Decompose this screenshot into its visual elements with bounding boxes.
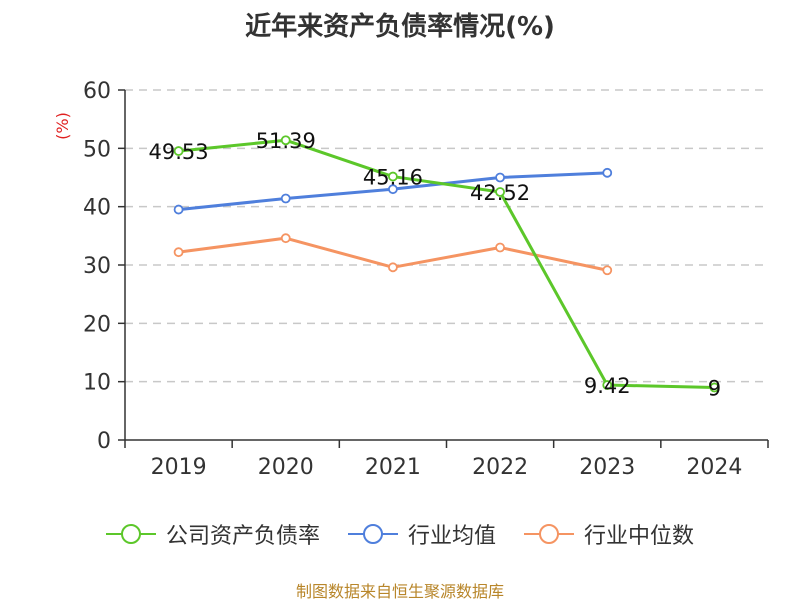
data-point-series-2[interactable] <box>388 262 398 273</box>
y-tick-label: 0 <box>97 429 111 454</box>
legend-marker-industry-median <box>524 523 574 545</box>
y-tick-label: 40 <box>83 196 111 221</box>
x-tick-label: 2022 <box>472 455 528 480</box>
data-point-series-2[interactable] <box>173 247 184 258</box>
x-tick-label: 2023 <box>579 455 635 480</box>
y-axis-unit-label: (%) <box>53 112 72 140</box>
data-label-company: 9 <box>708 377 721 401</box>
data-point-series-1[interactable] <box>495 172 505 183</box>
legend-label-industry-average: 行业均值 <box>407 524 496 549</box>
data-point-series-0[interactable] <box>709 382 720 393</box>
y-tick-label: 50 <box>83 137 111 162</box>
chart-title: 近年来资产负债率情况(%) <box>245 12 555 42</box>
data-point-series-1[interactable] <box>388 184 398 195</box>
grid-lines <box>125 89 768 383</box>
data-point-series-0[interactable] <box>388 171 398 182</box>
series-lines <box>173 135 720 393</box>
data-point-series-2[interactable] <box>280 233 291 244</box>
legend-item-industry-average[interactable]: 行业均值 <box>347 518 496 550</box>
legend-dot-industry-median <box>539 524 559 544</box>
data-point-series-0[interactable] <box>495 187 505 197</box>
data-label-company: 42.52 <box>470 181 530 205</box>
x-tick-label: 2019 <box>151 455 207 480</box>
data-point-series-0[interactable] <box>280 135 291 146</box>
x-tick-label: 2020 <box>258 455 314 480</box>
data-label-company: 49.53 <box>149 140 209 164</box>
data-point-series-1[interactable] <box>602 167 613 178</box>
legend-item-industry-median[interactable]: 行业中位数 <box>524 518 694 550</box>
x-tick-label: 2021 <box>365 455 421 480</box>
data-point-series-2[interactable] <box>495 242 505 253</box>
y-tick-label: 60 <box>83 79 111 104</box>
x-tick-label: 2024 <box>686 455 742 480</box>
data-label-company: 9.42 <box>584 374 631 398</box>
series-line-0 <box>178 138 715 389</box>
data-point-series-1[interactable] <box>280 193 291 204</box>
axes: 0 10 20 30 40 50 60 2019 2020 2021 2022 2023 2024 <box>83 79 769 480</box>
data-point-series-2[interactable] <box>602 265 613 276</box>
legend-marker-company <box>105 523 156 545</box>
data-label-company: 45.16 <box>363 166 423 190</box>
data-point-series-0[interactable] <box>602 380 613 390</box>
data-point-series-1[interactable] <box>173 204 184 215</box>
y-tick-label: 20 <box>83 312 111 337</box>
source-note: 制图数据来自恒生聚源数据库 <box>295 582 504 601</box>
data-label-company: 51.39 <box>256 129 316 153</box>
legend-item-company[interactable]: 公司资产负债率 <box>105 518 320 550</box>
legend-label-company: 公司资产负债率 <box>165 524 320 549</box>
y-tick-label: 30 <box>83 254 111 279</box>
legend-label-industry-median: 行业中位数 <box>584 524 695 549</box>
legend-dot-company <box>120 524 141 544</box>
legend-marker-industry-average <box>347 523 398 545</box>
data-point-series-0[interactable] <box>173 146 184 156</box>
y-tick-label: 10 <box>83 371 111 396</box>
legend: 公司资产负债率 行业均值 行业中位数 <box>0 518 800 550</box>
data-labels: 49.53 51.39 45.16 42.52 9.42 9 <box>149 129 722 400</box>
legend-dot-industry-average <box>362 524 383 544</box>
